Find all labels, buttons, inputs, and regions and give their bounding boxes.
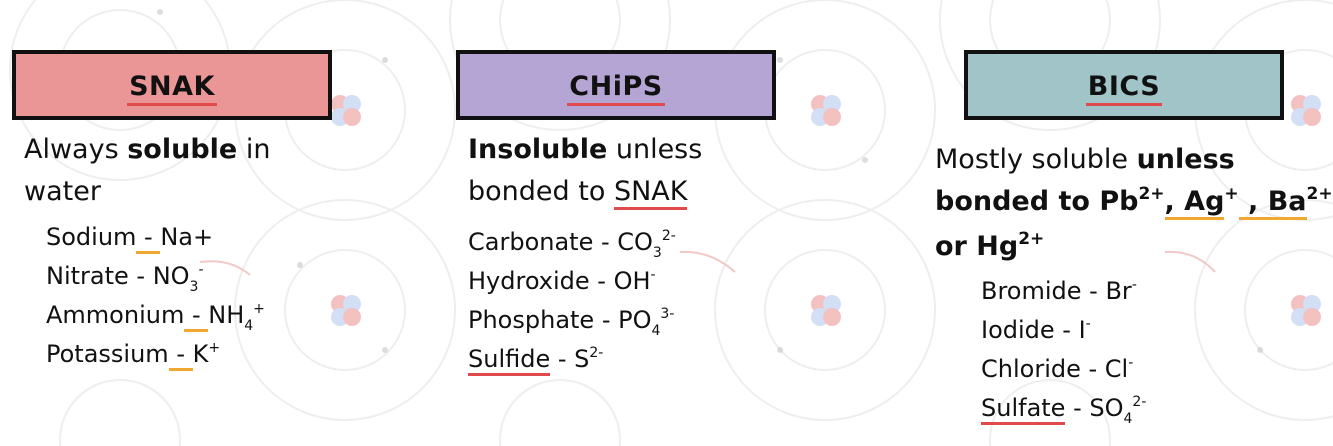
list-item: Sulfide - S2-	[468, 340, 676, 379]
list-item: Phosphate - PO43-	[468, 306, 675, 339]
list-item: Hydroxide - OH-	[468, 267, 656, 295]
chips-title: CHiPS	[567, 71, 665, 106]
nucleus-5	[1291, 95, 1321, 126]
list-item: Nitrate - NO3-	[46, 262, 204, 295]
snak-title: SNAK	[127, 71, 217, 106]
snak-ion-list: Sodium - Na+ Nitrate - NO3- Ammonium - N…	[46, 218, 265, 374]
chips-box: CHiPS	[456, 50, 776, 120]
atom-10	[59, 379, 1111, 446]
arrow-curve-3	[1164, 250, 1216, 273]
arrow-curve-1	[199, 260, 251, 276]
nucleus-1	[331, 95, 361, 126]
bics-box: BICS	[964, 50, 1284, 120]
list-item: Potassium - K+	[46, 335, 265, 374]
list-item: Bromide - Br-	[981, 277, 1137, 305]
bics-ion-list: Bromide - Br- Iodide - I- Chloride - Cl-…	[981, 272, 1146, 428]
chips-ion-list: Carbonate - CO32- Hydroxide - OH- Phosph…	[468, 223, 676, 379]
arrow-curve-2	[679, 250, 736, 273]
snak-box: SNAK	[12, 50, 332, 120]
nucleus-2	[331, 295, 361, 326]
nucleus-3	[811, 95, 841, 126]
list-item: Sulfate - SO42-	[981, 394, 1147, 427]
list-item: Sodium - Na+	[46, 218, 265, 257]
nucleus-6	[1291, 295, 1321, 326]
bics-description: Mostly soluble unless bonded to Pb2+, Ag…	[935, 144, 1333, 262]
list-item: Iodide - I-	[981, 316, 1091, 344]
list-item: Carbonate - CO32-	[468, 228, 676, 261]
atom-9	[1194, 199, 1333, 421]
atom-6	[714, 199, 936, 421]
list-item: Chloride - Cl-	[981, 355, 1134, 383]
atom-3	[234, 199, 456, 421]
snak-description: Always soluble in water	[24, 134, 271, 207]
nucleus-4	[811, 295, 841, 326]
list-item: Ammonium - NH4+	[46, 301, 265, 334]
bics-title: BICS	[1085, 71, 1163, 106]
chips-description: Insoluble unless bonded to SNAK	[468, 129, 702, 213]
